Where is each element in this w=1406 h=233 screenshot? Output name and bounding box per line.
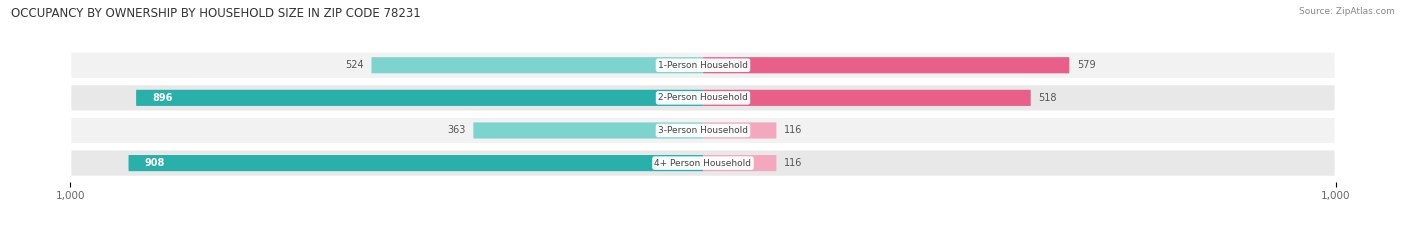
Text: 3-Person Household: 3-Person Household bbox=[658, 126, 748, 135]
Text: OCCUPANCY BY OWNERSHIP BY HOUSEHOLD SIZE IN ZIP CODE 78231: OCCUPANCY BY OWNERSHIP BY HOUSEHOLD SIZE… bbox=[11, 7, 420, 20]
FancyBboxPatch shape bbox=[703, 90, 1031, 106]
FancyBboxPatch shape bbox=[703, 122, 776, 139]
FancyBboxPatch shape bbox=[70, 117, 1336, 144]
FancyBboxPatch shape bbox=[70, 149, 1336, 177]
Text: 4+ Person Household: 4+ Person Household bbox=[655, 159, 751, 168]
FancyBboxPatch shape bbox=[70, 51, 1336, 79]
FancyBboxPatch shape bbox=[371, 57, 703, 73]
Text: 2-Person Household: 2-Person Household bbox=[658, 93, 748, 102]
Text: 1-Person Household: 1-Person Household bbox=[658, 61, 748, 70]
Text: 579: 579 bbox=[1077, 60, 1095, 70]
Text: 908: 908 bbox=[145, 158, 165, 168]
Text: 363: 363 bbox=[447, 126, 465, 135]
Text: 116: 116 bbox=[785, 126, 803, 135]
Text: 116: 116 bbox=[785, 158, 803, 168]
FancyBboxPatch shape bbox=[128, 155, 703, 171]
Text: Source: ZipAtlas.com: Source: ZipAtlas.com bbox=[1299, 7, 1395, 16]
Text: 896: 896 bbox=[152, 93, 173, 103]
Text: 524: 524 bbox=[346, 60, 364, 70]
FancyBboxPatch shape bbox=[703, 57, 1070, 73]
FancyBboxPatch shape bbox=[136, 90, 703, 106]
FancyBboxPatch shape bbox=[703, 155, 776, 171]
Text: 518: 518 bbox=[1039, 93, 1057, 103]
FancyBboxPatch shape bbox=[474, 122, 703, 139]
FancyBboxPatch shape bbox=[70, 84, 1336, 112]
